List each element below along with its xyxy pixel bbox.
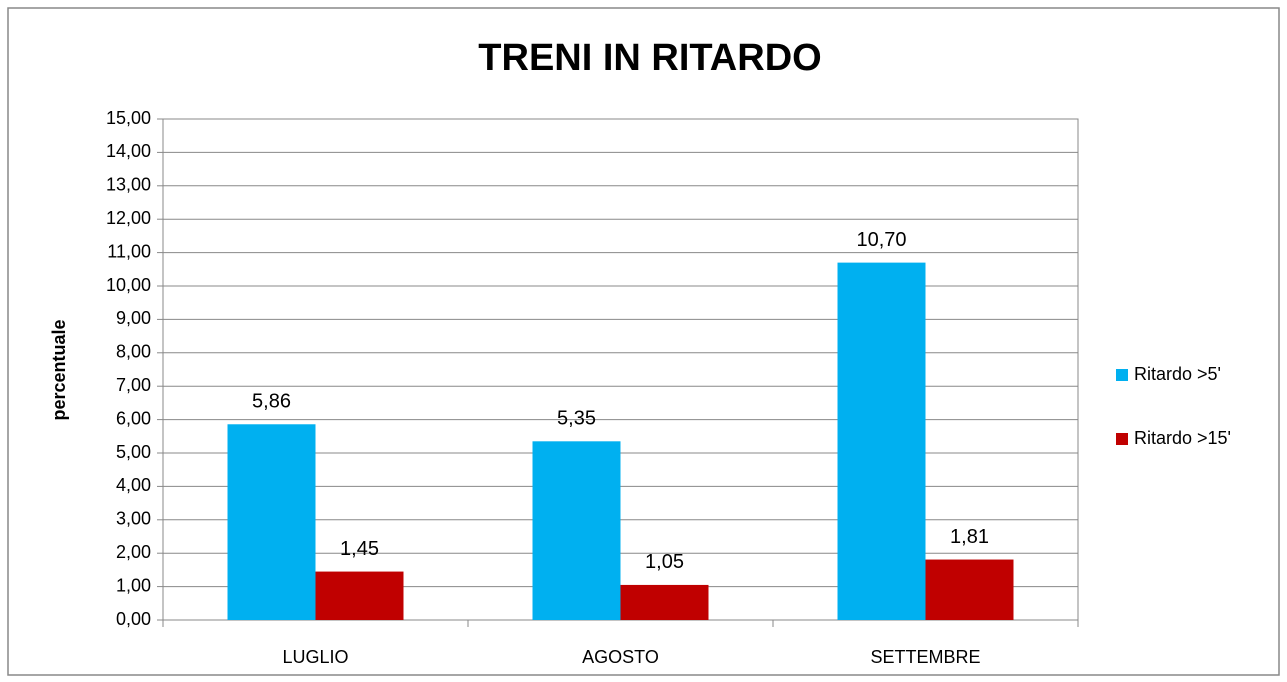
- y-axis-label: percentuale: [49, 319, 69, 420]
- y-tick-label: 10,00: [106, 275, 151, 295]
- value-label: 10,70: [856, 229, 906, 251]
- y-tick-label: 6,00: [116, 408, 151, 428]
- y-tick-label: 4,00: [116, 475, 151, 495]
- y-tick-label: 1,00: [116, 575, 151, 595]
- y-tick-label: 12,00: [106, 208, 151, 228]
- legend-swatch: [1116, 433, 1128, 445]
- x-tick-label: AGOSTO: [582, 647, 659, 667]
- y-tick-label: 7,00: [116, 375, 151, 395]
- y-tick-label: 8,00: [116, 342, 151, 362]
- chart-title: TRENI IN RITARDO: [478, 37, 821, 79]
- x-tick-label: LUGLIO: [282, 647, 348, 667]
- y-tick-label: 11,00: [107, 241, 151, 261]
- bar: [620, 584, 709, 620]
- bar: [925, 559, 1014, 620]
- y-tick-label: 14,00: [106, 141, 151, 161]
- value-label: 1,05: [645, 551, 684, 573]
- y-tick-label: 5,00: [116, 442, 151, 462]
- chart-border: [7, 7, 1280, 676]
- y-tick-label: 9,00: [116, 308, 151, 328]
- legend-swatch: [1116, 369, 1128, 381]
- y-tick-label: 13,00: [106, 175, 151, 195]
- value-label: 5,35: [557, 408, 596, 430]
- y-tick-label: 15,00: [106, 108, 151, 128]
- y-tick-label: 0,00: [116, 609, 151, 629]
- value-label: 5,86: [252, 391, 291, 413]
- y-tick-label: 2,00: [116, 542, 151, 562]
- bar: [227, 424, 316, 620]
- bar: [532, 441, 621, 620]
- y-tick-label: 3,00: [116, 509, 151, 529]
- value-label: 1,81: [950, 526, 989, 548]
- value-label: 1,45: [340, 538, 379, 560]
- x-tick-label: SETTEMBRE: [870, 647, 980, 667]
- bar: [837, 262, 926, 620]
- bar: [315, 571, 404, 620]
- legend-label: Ritardo >5': [1134, 364, 1221, 384]
- legend-label: Ritardo >15': [1134, 428, 1231, 448]
